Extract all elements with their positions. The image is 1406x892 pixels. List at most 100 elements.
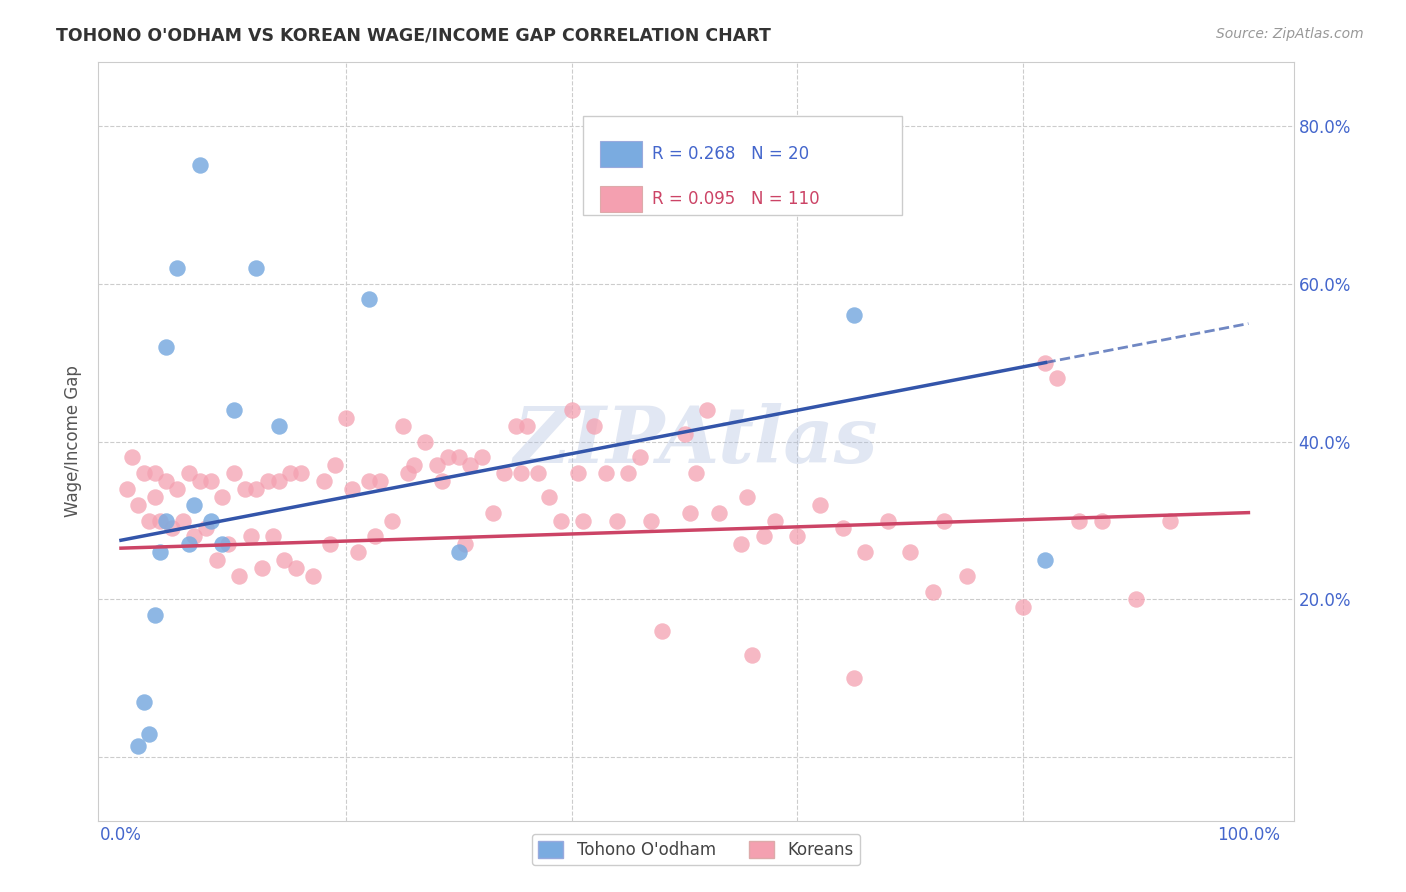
Point (172, 514, 194, 528)
Point (284, 561, 307, 575)
Point (561, 403, 583, 417)
Point (730, 537, 752, 551)
Point (404, 458, 426, 473)
Point (527, 466, 550, 480)
Point (183, 529, 205, 543)
Point (177, 537, 200, 551)
Point (155, 474, 177, 488)
Point (955, 569, 977, 583)
Point (550, 514, 572, 528)
Point (205, 553, 228, 567)
Point (121, 450, 143, 465)
Point (449, 450, 471, 465)
Point (132, 695, 155, 709)
Point (357, 293, 380, 307)
Y-axis label: Wage/Income Gap: Wage/Income Gap (65, 366, 83, 517)
Point (346, 545, 368, 559)
Point (211, 490, 233, 504)
Point (595, 466, 617, 480)
Text: R = 0.095   N = 110: R = 0.095 N = 110 (652, 190, 820, 208)
Point (160, 521, 183, 535)
Point (482, 506, 505, 520)
Point (132, 466, 155, 480)
Point (211, 537, 233, 551)
Point (831, 521, 853, 535)
Point (454, 537, 477, 551)
Point (290, 466, 312, 480)
Point (149, 514, 172, 528)
Point (301, 569, 323, 583)
Point (516, 418, 538, 433)
Point (707, 506, 730, 520)
Point (741, 648, 763, 662)
Point (876, 514, 898, 528)
Point (606, 514, 628, 528)
Point (256, 474, 278, 488)
Point (921, 584, 943, 599)
Point (323, 458, 346, 473)
Point (1159, 514, 1181, 528)
Point (449, 545, 471, 559)
Point (127, 739, 149, 753)
Point (735, 490, 758, 504)
Point (1069, 514, 1091, 528)
Point (471, 450, 494, 465)
Point (217, 537, 239, 551)
Point (127, 498, 149, 512)
Point (188, 474, 211, 488)
Point (143, 466, 166, 480)
Point (510, 466, 533, 480)
Point (763, 514, 786, 528)
Point (1035, 553, 1057, 567)
Point (312, 474, 335, 488)
Point (583, 418, 606, 433)
Point (1012, 600, 1035, 615)
Point (572, 514, 595, 528)
Point (357, 474, 380, 488)
Point (278, 466, 301, 480)
Point (273, 553, 295, 567)
Point (786, 529, 808, 543)
Point (398, 466, 420, 480)
Point (200, 514, 222, 528)
Point (1046, 371, 1069, 385)
Point (149, 545, 172, 559)
Point (166, 482, 188, 496)
Point (685, 466, 707, 480)
Point (340, 482, 363, 496)
Point (166, 260, 188, 275)
Point (505, 418, 527, 433)
Text: Source: ZipAtlas.com: Source: ZipAtlas.com (1216, 27, 1364, 41)
Point (460, 458, 482, 473)
Point (567, 466, 589, 480)
Point (200, 474, 222, 488)
Point (233, 482, 256, 496)
Text: TOHONO O'ODHAM VS KOREAN WAGE/INCOME GAP CORRELATION CHART: TOHONO O'ODHAM VS KOREAN WAGE/INCOME GAP… (56, 27, 770, 45)
Point (853, 545, 876, 559)
Point (363, 529, 385, 543)
Point (842, 672, 865, 686)
Point (188, 158, 211, 172)
Point (138, 727, 160, 741)
Point (143, 490, 166, 504)
Point (538, 490, 561, 504)
Point (245, 482, 267, 496)
Point (267, 474, 290, 488)
Point (138, 514, 160, 528)
Text: ZIPAtlas: ZIPAtlas (513, 403, 879, 480)
Point (426, 458, 449, 473)
Point (898, 545, 921, 559)
Point (651, 624, 673, 639)
Point (696, 403, 718, 417)
Point (679, 506, 702, 520)
Point (239, 529, 262, 543)
Point (494, 466, 516, 480)
Point (318, 537, 340, 551)
Point (628, 450, 651, 465)
Point (177, 466, 200, 480)
Point (415, 434, 437, 449)
Point (222, 466, 245, 480)
Point (194, 521, 217, 535)
Point (267, 418, 290, 433)
Point (228, 569, 250, 583)
